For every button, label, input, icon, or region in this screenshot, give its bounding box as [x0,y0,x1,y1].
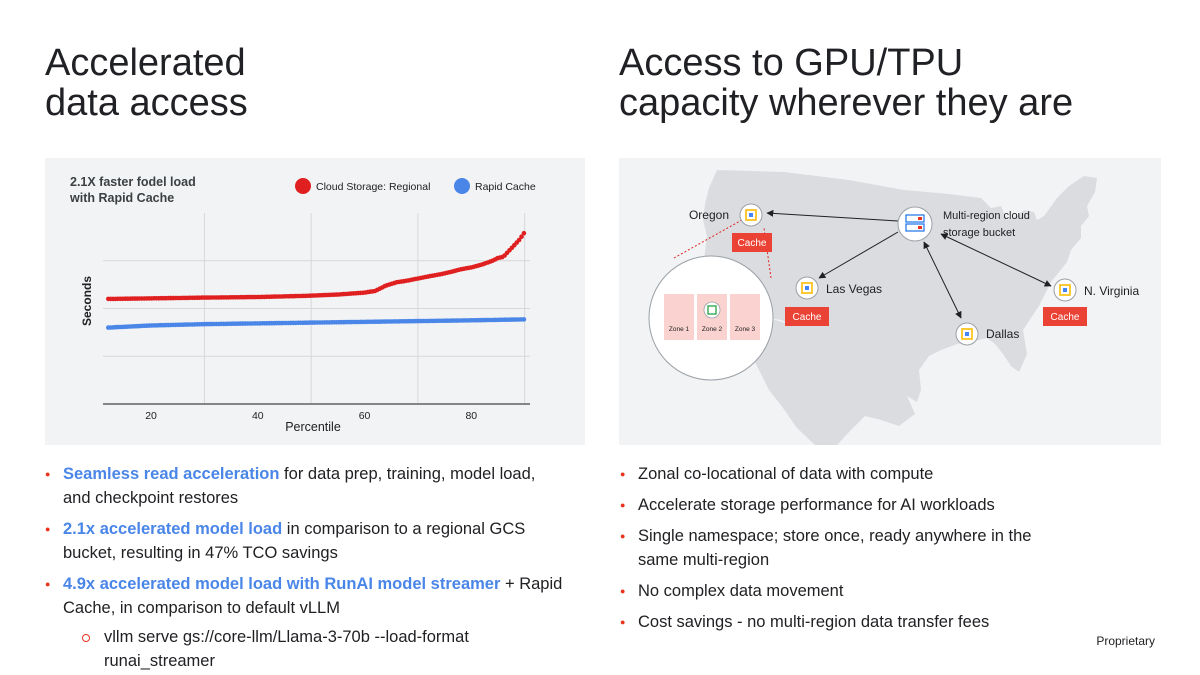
series-cloud-storage-regional [106,230,527,302]
x-tick-label: 60 [359,410,371,422]
arrow-bucket-oregon [766,209,899,222]
left-bullet-list: Seamless read acceleration for data prep… [45,462,565,627]
las-vegas-label: Las Vegas [826,282,882,296]
right-bullet-2: Accelerate storage performance for AI wo… [620,493,1060,517]
left-title-line1: Accelerated [45,42,246,84]
bucket-label-line2: storage bucket [943,227,1015,239]
chart-panel: 2.1X faster fodel load with Rapid Cache … [45,158,585,445]
arrow-bucket-virginia [940,233,1052,287]
data-point [521,317,527,322]
left-bullet-1: Seamless read acceleration for data prep… [45,462,565,510]
left-title-line2: data access [45,82,248,124]
us-map: Zone 1 Zone 2 Zone 3 Multi-region cloud … [648,170,1139,445]
left-sub-bullet-text: vllm serve gs://core-llm/Llama-3-70b --l… [104,628,469,670]
legend-swatch-rapid-cache [454,178,470,194]
left-bullet-3-text: + Rapid Cache, in comparison to default … [63,575,563,617]
right-bullet-3: Single namespace; store once, ready anyw… [620,524,1060,572]
oregon-chip-icon [739,203,763,227]
chart-title-line2: with Rapid Cache [69,191,174,205]
zone-2-label: Zone 2 [702,326,723,333]
left-bullet-2: 2.1x accelerated model load in compariso… [45,517,565,565]
legend-label-rapid-cache: Rapid Cache [475,181,536,193]
x-tick-label: 80 [465,410,477,422]
sub-bullet-ring-icon [82,634,90,642]
right-bullet-5: Cost savings - no multi-region data tran… [620,610,1060,634]
left-bullet-2-highlight: 2.1x accelerated model load [63,520,283,538]
data-point [521,230,527,236]
data-point [516,237,522,243]
storage-bucket-icon [897,206,933,242]
left-bullet-3-highlight: 4.9x accelerated model load with RunAI m… [63,575,501,593]
zone-3-label: Zone 3 [735,326,756,333]
map-panel: Zone 1 Zone 2 Zone 3 Multi-region cloud … [619,158,1161,445]
y-axis-label: Seconds [80,276,94,326]
chart-grid [103,213,530,404]
zoom-connector-right [763,227,772,279]
left-bullet-3: 4.9x accelerated model load with RunAI m… [45,572,565,620]
left-bullet-1-highlight: Seamless read acceleration [63,465,280,483]
oregon-label: Oregon [689,208,729,222]
left-title: Accelerated data access [45,43,248,123]
chart-series [106,230,527,330]
virginia-chip-icon [1053,278,1077,302]
right-bullet-4: No complex data movement [620,579,1060,603]
x-tick-label: 40 [252,410,264,422]
x-tick-label: 20 [145,410,157,422]
virginia-cache-badge [1043,307,1087,326]
oregon-cache-label: Cache [738,238,767,249]
chart-legend: Cloud Storage: Regional Rapid Cache [295,178,536,194]
zone-2-chip-icon [703,301,721,319]
dallas-chip-icon [955,322,979,346]
x-axis-label: Percentile [285,420,341,434]
chart-title-line1: 2.1X faster fodel load [70,175,196,189]
bucket-label-line1: Multi-region cloud [943,210,1030,222]
right-title-line2: capacity wherever they are [619,82,1074,124]
las-vegas-cache-label: Cache [793,312,822,323]
dallas-label: Dallas [986,327,1019,341]
oregon-cache-badge [732,233,772,252]
arrow-bucket-las-vegas [818,231,899,279]
zone-3-box [730,294,760,340]
legend-swatch-regional [295,178,311,194]
left-sub-bullet: vllm serve gs://core-llm/Llama-3-70b --l… [82,625,562,673]
proprietary-label: Proprietary [1096,634,1155,648]
las-vegas-cache-badge [785,307,829,326]
percentile-chart: 2.1X faster fodel load with Rapid Cache … [69,175,536,434]
us-landmass [703,170,1097,402]
left-bullet-2-text: in comparison to a regional GCS bucket, … [63,520,526,562]
right-bullet-1: Zonal co-locational of data with compute [620,462,1060,486]
series-rapid-cache [106,317,527,330]
right-bullet-list: Zonal co-locational of data with compute… [620,462,1060,641]
right-title-line1: Access to GPU/TPU [619,42,964,84]
virginia-cache-label: Cache [1051,312,1080,323]
data-point [519,234,524,239]
las-vegas-chip-icon [795,276,819,300]
legend-label-regional: Cloud Storage: Regional [316,181,430,193]
mexico-landmass [747,318,915,445]
zone-1-label: Zone 1 [669,326,690,333]
right-title: Access to GPU/TPU capacity wherever they… [619,43,1073,123]
x-tick-labels: 20 40 60 80 [145,410,477,422]
zone-1-box [664,294,694,340]
left-bullet-1-text: for data prep, training, model load, and… [63,465,536,507]
virginia-label: N. Virginia [1084,284,1139,298]
